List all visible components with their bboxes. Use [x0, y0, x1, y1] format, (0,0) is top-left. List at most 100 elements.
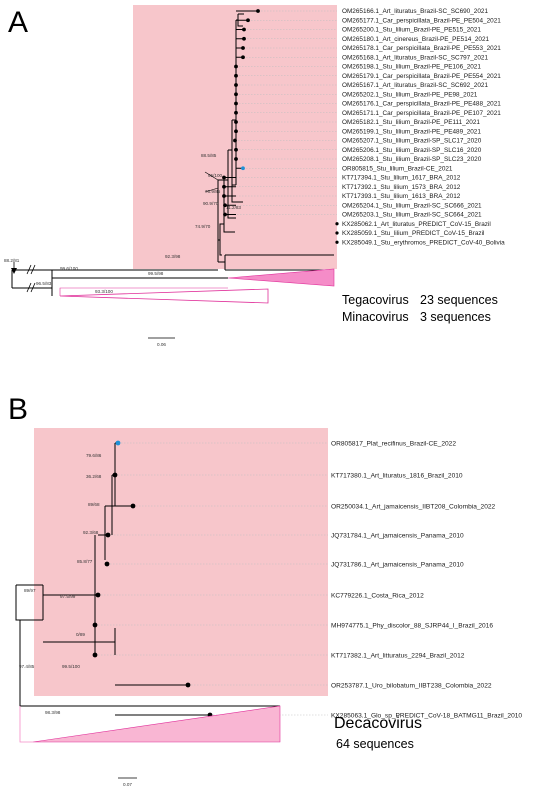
panel-b-bootstrap-10: 99.5/100	[62, 664, 80, 669]
panel-a-bootstrap-7: 92.3/98	[165, 254, 181, 259]
panel-a-leaf-label: OM265203.1_Stu_lilium_Brazil-SC_SC664_20…	[342, 212, 482, 219]
panel-a-leaf-label: OM265200.1_Stu_lilium_Brazil-PE_PE515_20…	[342, 27, 481, 34]
panel-a-tip-node	[222, 194, 226, 198]
panel-a-bootstrap-3: 76.9/85	[205, 189, 221, 194]
panel-a-leaf-label: OM265167.1_Art_lituratus_Brazil-SC_SC692…	[342, 82, 488, 89]
panel-b-leaf-label: OR253787.1_Uro_bilobatum_IIBT238_Colombi…	[331, 682, 492, 689]
panel-a-bootstrap-8: 99.6/100	[60, 266, 78, 271]
panel-a-tip-node	[234, 110, 238, 115]
panel-a-leaf-labels: OM265166.1_Art_lituratus_Brazil-SC_SC690…	[342, 8, 505, 246]
panel-b-tip-node	[95, 592, 101, 598]
panel-b-tip-node	[92, 622, 98, 628]
panel-a-leaf-label: KT717394.1_Stu_lilium_1617_BRA_2012	[342, 175, 461, 182]
panel-a-leaf-label: OM265182.1_Stu_lilium_Brazil-PE_PE111_20…	[342, 119, 480, 126]
panel-a-tree	[11, 5, 339, 304]
panel-b-leaf-label: MH974775.1_Phy_discolor_88_SJRP44_I_Braz…	[331, 622, 493, 629]
panel-b-bootstrap-11: 98.3/98	[45, 710, 61, 715]
panel-b-leaf-label: OR250034.1_Art_jamaicensis_IIBT208_Colom…	[331, 503, 496, 510]
panel-a-tip-node	[234, 92, 238, 97]
decacovirus-count: 64 sequences	[336, 737, 414, 751]
panel-b-collapsed-link	[19, 706, 33, 743]
tegacovirus-collapsed-triangle	[227, 268, 335, 287]
panel-b-leaf-label: KT717382.1_Art_litturatus_2294_Brazil_20…	[331, 652, 465, 659]
panel-a-tip-node	[222, 184, 226, 189]
panel-a-leaf-label: OM265198.1_Stu_lilium_Brazil-PE_PE106_20…	[342, 64, 481, 71]
panel-a-leaf-guides	[224, 10, 337, 215]
panel-b-bootstrap-6: 97.5/99	[60, 594, 76, 599]
panel-a-tip-node	[242, 36, 246, 41]
panel-b-tip-node	[115, 440, 121, 446]
panel-b-bootstrap-1: 79.6/86	[86, 453, 102, 458]
panel-a-leaf-label: OM265180.1_Art_cinereus_Brazil-PE_PE514_…	[342, 36, 490, 43]
panel-a-leaf-label: OM265204.1_Stu_lilium_Brazil-SC_SC666_20…	[342, 202, 482, 209]
panel-a-tip-node	[234, 120, 238, 124]
panel-a-bootstrap-12: 93.3/100	[95, 289, 113, 294]
panel-a-label: A	[8, 6, 28, 39]
decacovirus-collapsed-triangle	[32, 705, 281, 743]
panel-a-tip-node	[234, 157, 238, 161]
panel-a-leaf-label: OM265171.1_Car_perspicillata_Brazil-PE_P…	[342, 110, 501, 117]
panel-a-collapsed-link	[59, 287, 228, 296]
panel-a-leaf-label: KX285059.1_Stu_lilium_PREDICT_CoV-15_Bra…	[342, 230, 484, 237]
panel-b-leaf-label: KX285063.1_Glo_sp_PREDICT_CoV-18_BATMG11…	[331, 712, 522, 719]
panel-a-leaf-label: KX285049.1_Stu_erythromos_PREDICT_CoV-40…	[342, 239, 505, 246]
panel-b-leaf-label: JQ731784.1_Art_jamaicensis_Panama_2010	[331, 532, 464, 539]
panel-a-bootstrap-4: 90.9/70	[203, 201, 219, 206]
panel-a-bootstrap-9: 88.2/81	[4, 258, 20, 263]
panel-a-leaf-label: OM265176.1_Car_perspicillata_Brazil-PE_P…	[342, 101, 501, 108]
panel-b-clade-highlight	[34, 428, 328, 696]
panel-b-tip-node	[185, 682, 191, 688]
panel-b-bootstrap-4: 92.3/68	[83, 530, 99, 535]
panel-a-tip-node	[234, 101, 238, 106]
panel-b-bootstrap-3: 89/68	[88, 502, 100, 507]
panel-a-leaf-label: KT717393.1_Stu_lilium_1613_BRA_2012	[342, 193, 461, 200]
panel-a-leaf-label: OM265178.1_Car_perspicillata_Brazil-PE_P…	[342, 45, 501, 52]
panel-b-leaf-label: KC779226.1_Costa_Rica_2012	[331, 592, 424, 599]
panel-a-tip-branches	[222, 9, 339, 244]
panel-a-bootstrap-6: 74.9/70	[195, 224, 211, 229]
panel-a-bootstrap-2: 95/100	[208, 173, 222, 178]
panel-b-tip-node	[104, 561, 110, 567]
panel-b-tree	[15, 428, 328, 743]
panel-a-leaf-label: OM265208.1_Stu_lilium_Brazil-SP_SLC23_20…	[342, 156, 482, 163]
tegacovirus-count: 23 sequences	[420, 293, 498, 307]
panel-a-tip-node	[335, 231, 339, 235]
panel-a-bootstrap-1: 88.5/85	[201, 153, 217, 158]
panel-a-tip-node	[335, 222, 339, 226]
panel-b-bootstrap-8: 89/97	[24, 588, 36, 593]
panel-a-tip-node	[335, 240, 339, 244]
panel-a-tip-node	[242, 27, 246, 32]
panel-a-leaf-label: OM265179.1_Car_perspicillata_Brazil-PE_P…	[342, 73, 501, 80]
panel-a-tip-node	[222, 175, 226, 180]
panel-a-leaf-label: OM265166.1_Art_lituratus_Brazil-SC_SC690…	[342, 8, 488, 15]
panel-b-bootstrap-9: 97.4/85	[19, 664, 35, 669]
panel-a-tip-node	[234, 129, 238, 134]
panel-b-tip-node	[112, 472, 118, 478]
minacovirus-name: Minacovirus	[342, 310, 409, 324]
panel-a-tip-node	[234, 73, 238, 78]
panel-a-leaf-label: OM265168.1_Art_lituratus_Brazil-SC_SC797…	[342, 54, 488, 61]
panel-a-tip-node	[233, 138, 237, 143]
minacovirus-collapsed-triangle	[59, 288, 269, 304]
panel-a-leaf-label: OR805815_Stu_lilium_Brazil-CE_2021	[342, 165, 453, 172]
panel-b-leaf-label: JQ731786.1_Art_jamaicensis_Panama_2010	[331, 561, 464, 568]
panel-a-tip-node	[241, 46, 245, 50]
panel-a-bootstrap-10: 96.5/83	[36, 281, 52, 286]
panel-a-leaf-label: KX285062.1_Art_lituratus_PREDICT_CoV-15_…	[342, 221, 491, 228]
panel-b-bootstrap-5: 85.8/77	[77, 559, 93, 564]
panel-a-tip-node	[223, 203, 227, 208]
panel-a-leaf-label: OM265206.1_Stu_lilium_Brazil-SP_SLC16_20…	[342, 147, 482, 154]
panel-a-bootstrap-11: 99.5/98	[148, 271, 164, 276]
panel-b-leaf-guides	[95, 442, 328, 716]
panel-a-scale-label: 0.06	[157, 342, 166, 347]
panel-b-label: B	[8, 393, 28, 426]
tegacovirus-name: Tegacovirus	[342, 293, 409, 307]
panel-b-scale-label: 0.07	[123, 782, 132, 787]
panel-a-tip-node	[256, 9, 260, 13]
panel-a-leaf-label: OM265207.1_Stu_lilium_Brazil-SP_SLC17_20…	[342, 138, 482, 145]
panel-a-tip-node	[234, 83, 238, 87]
panel-a-root-arrowhead	[11, 268, 17, 274]
panel-a-leaf-label: OM265199.1_Stu_lilium_Brazil-PE_PE489_20…	[342, 128, 481, 135]
panel-a-node-arrows	[204, 171, 219, 193]
